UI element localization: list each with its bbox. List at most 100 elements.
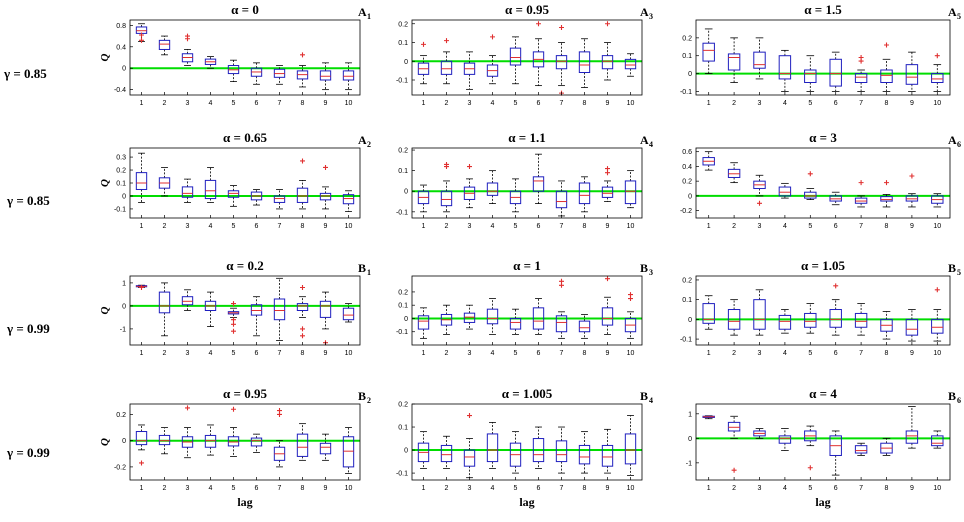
box-lag-6 bbox=[250, 62, 263, 85]
x-tick-label: 2 bbox=[445, 350, 449, 357]
y-tick-label: 0 bbox=[688, 436, 692, 443]
box-iqr bbox=[555, 190, 568, 209]
row-label-3: γ = 0.99 bbox=[6, 321, 50, 336]
axes-frame bbox=[411, 147, 643, 219]
x-tick-label: 9 bbox=[324, 350, 328, 357]
y-tick-label: 0.1 bbox=[682, 297, 692, 304]
panel-label: B bbox=[640, 261, 648, 275]
x-tick-label: 6 bbox=[537, 223, 541, 230]
x-tick-label: 1 bbox=[140, 223, 144, 230]
y-tick-label: 0 bbox=[688, 317, 692, 324]
x-tick-label: 4 bbox=[491, 350, 495, 357]
box-iqr bbox=[578, 320, 591, 333]
x-tick-label: 5 bbox=[232, 223, 236, 230]
box-lag-3 bbox=[463, 164, 476, 209]
box-lag-9 bbox=[905, 173, 919, 208]
box-lag-6 bbox=[532, 426, 545, 469]
box-lag-4 bbox=[486, 34, 499, 85]
box-lag-7 bbox=[555, 278, 568, 339]
box-lag-9 bbox=[601, 428, 614, 474]
x-tick-label: 2 bbox=[445, 485, 449, 492]
x-tick-label: 5 bbox=[514, 485, 518, 492]
box-iqr bbox=[905, 64, 919, 85]
x-tick-label: 7 bbox=[560, 485, 564, 492]
axes-frame bbox=[695, 403, 951, 481]
outlier-marker bbox=[231, 406, 236, 412]
x-tick-label: 2 bbox=[163, 223, 167, 230]
panel-label-subscript: 3 bbox=[649, 12, 653, 21]
axes-frame bbox=[129, 19, 361, 96]
box-lag-7 bbox=[273, 189, 286, 210]
x-tick-label: 1 bbox=[140, 100, 144, 107]
outlier-marker bbox=[139, 37, 144, 43]
x-tick-label: 5 bbox=[808, 485, 812, 492]
box-lag-7 bbox=[273, 65, 286, 85]
outlier-marker bbox=[277, 408, 282, 414]
axes-frame bbox=[411, 19, 643, 96]
box-iqr bbox=[463, 449, 476, 467]
box-iqr bbox=[342, 70, 355, 81]
y-tick-label: 0 bbox=[122, 193, 126, 200]
x-tick-label: 6 bbox=[834, 485, 838, 492]
box-lag-5 bbox=[804, 303, 817, 334]
x-tick-label: 6 bbox=[255, 485, 259, 492]
x-tick-label: 9 bbox=[606, 223, 610, 230]
panel-label-subscript: 1 bbox=[367, 12, 371, 21]
y-tick-label: -0.1 bbox=[680, 89, 692, 96]
box-lag-9 bbox=[319, 62, 332, 91]
box-lag-10 bbox=[342, 190, 355, 212]
box-lag-4 bbox=[204, 291, 217, 328]
y-tick-label: 1 bbox=[122, 280, 126, 287]
box-iqr bbox=[555, 55, 568, 70]
box-lag-8 bbox=[578, 314, 591, 339]
box-iqr bbox=[509, 317, 522, 330]
box-iqr bbox=[440, 444, 453, 463]
x-tick-label: 5 bbox=[232, 350, 236, 357]
y-tick-label: -0.1 bbox=[396, 329, 408, 336]
x-tick-label: 10 bbox=[627, 485, 635, 492]
box-lag-4 bbox=[486, 170, 499, 204]
box-lag-4 bbox=[778, 309, 792, 334]
row-label-1: γ = 0.85 bbox=[3, 66, 47, 81]
x-tick-label: 9 bbox=[910, 100, 914, 107]
x-tick-label: 7 bbox=[560, 100, 564, 107]
box-lag-2 bbox=[158, 427, 171, 455]
box-iqr bbox=[158, 39, 171, 50]
x-tick-label: 2 bbox=[445, 100, 449, 107]
panel-2: -0.100.10.21 2 3 4 5 6 7 8 9 10α = 1.5 A 5 bbox=[680, 2, 961, 107]
x-tick-label: 5 bbox=[232, 485, 236, 492]
panel-label-subscript: 4 bbox=[649, 396, 653, 405]
y-axis-label: Q bbox=[99, 438, 111, 446]
y-tick-label: 0.1 bbox=[682, 53, 692, 60]
panel-1: -0.100.10.21 2 3 4 5 6 7 8 9 10α = 0.95 A 3 bbox=[396, 2, 653, 107]
box-lag-6 bbox=[829, 191, 842, 206]
axes-frame bbox=[695, 275, 951, 346]
outlier-marker bbox=[858, 180, 864, 186]
x-tick-label: 2 bbox=[163, 350, 167, 357]
outlier-marker bbox=[185, 33, 190, 39]
x-tick-label: 2 bbox=[445, 223, 449, 230]
box-lag-5 bbox=[509, 431, 522, 474]
y-tick-label: -0.4 bbox=[114, 87, 126, 94]
x-tick-label: 5 bbox=[514, 100, 518, 107]
box-lag-7 bbox=[555, 426, 568, 474]
x-tick-label: 8 bbox=[301, 350, 305, 357]
box-iqr bbox=[578, 182, 591, 205]
boxplot-panels: -0.400.40.81 2 3 4 5 6 7 8 9 10α = 0 A 1Q-0.100.10.… bbox=[99, 2, 961, 509]
box-lag-3 bbox=[463, 304, 476, 330]
box-lag-4 bbox=[778, 428, 792, 451]
x-tick-label: 4 bbox=[209, 485, 213, 492]
box-iqr bbox=[601, 307, 614, 326]
x-tick-label: 6 bbox=[255, 350, 259, 357]
box-lag-1 bbox=[135, 424, 148, 466]
y-tick-label: 0.3 bbox=[116, 155, 126, 162]
outlier-marker bbox=[628, 292, 633, 298]
box-iqr bbox=[905, 318, 919, 336]
box-iqr bbox=[227, 436, 240, 447]
outlier-marker bbox=[605, 21, 610, 27]
panel-label: A bbox=[640, 5, 649, 19]
box-lag-6 bbox=[532, 298, 545, 335]
